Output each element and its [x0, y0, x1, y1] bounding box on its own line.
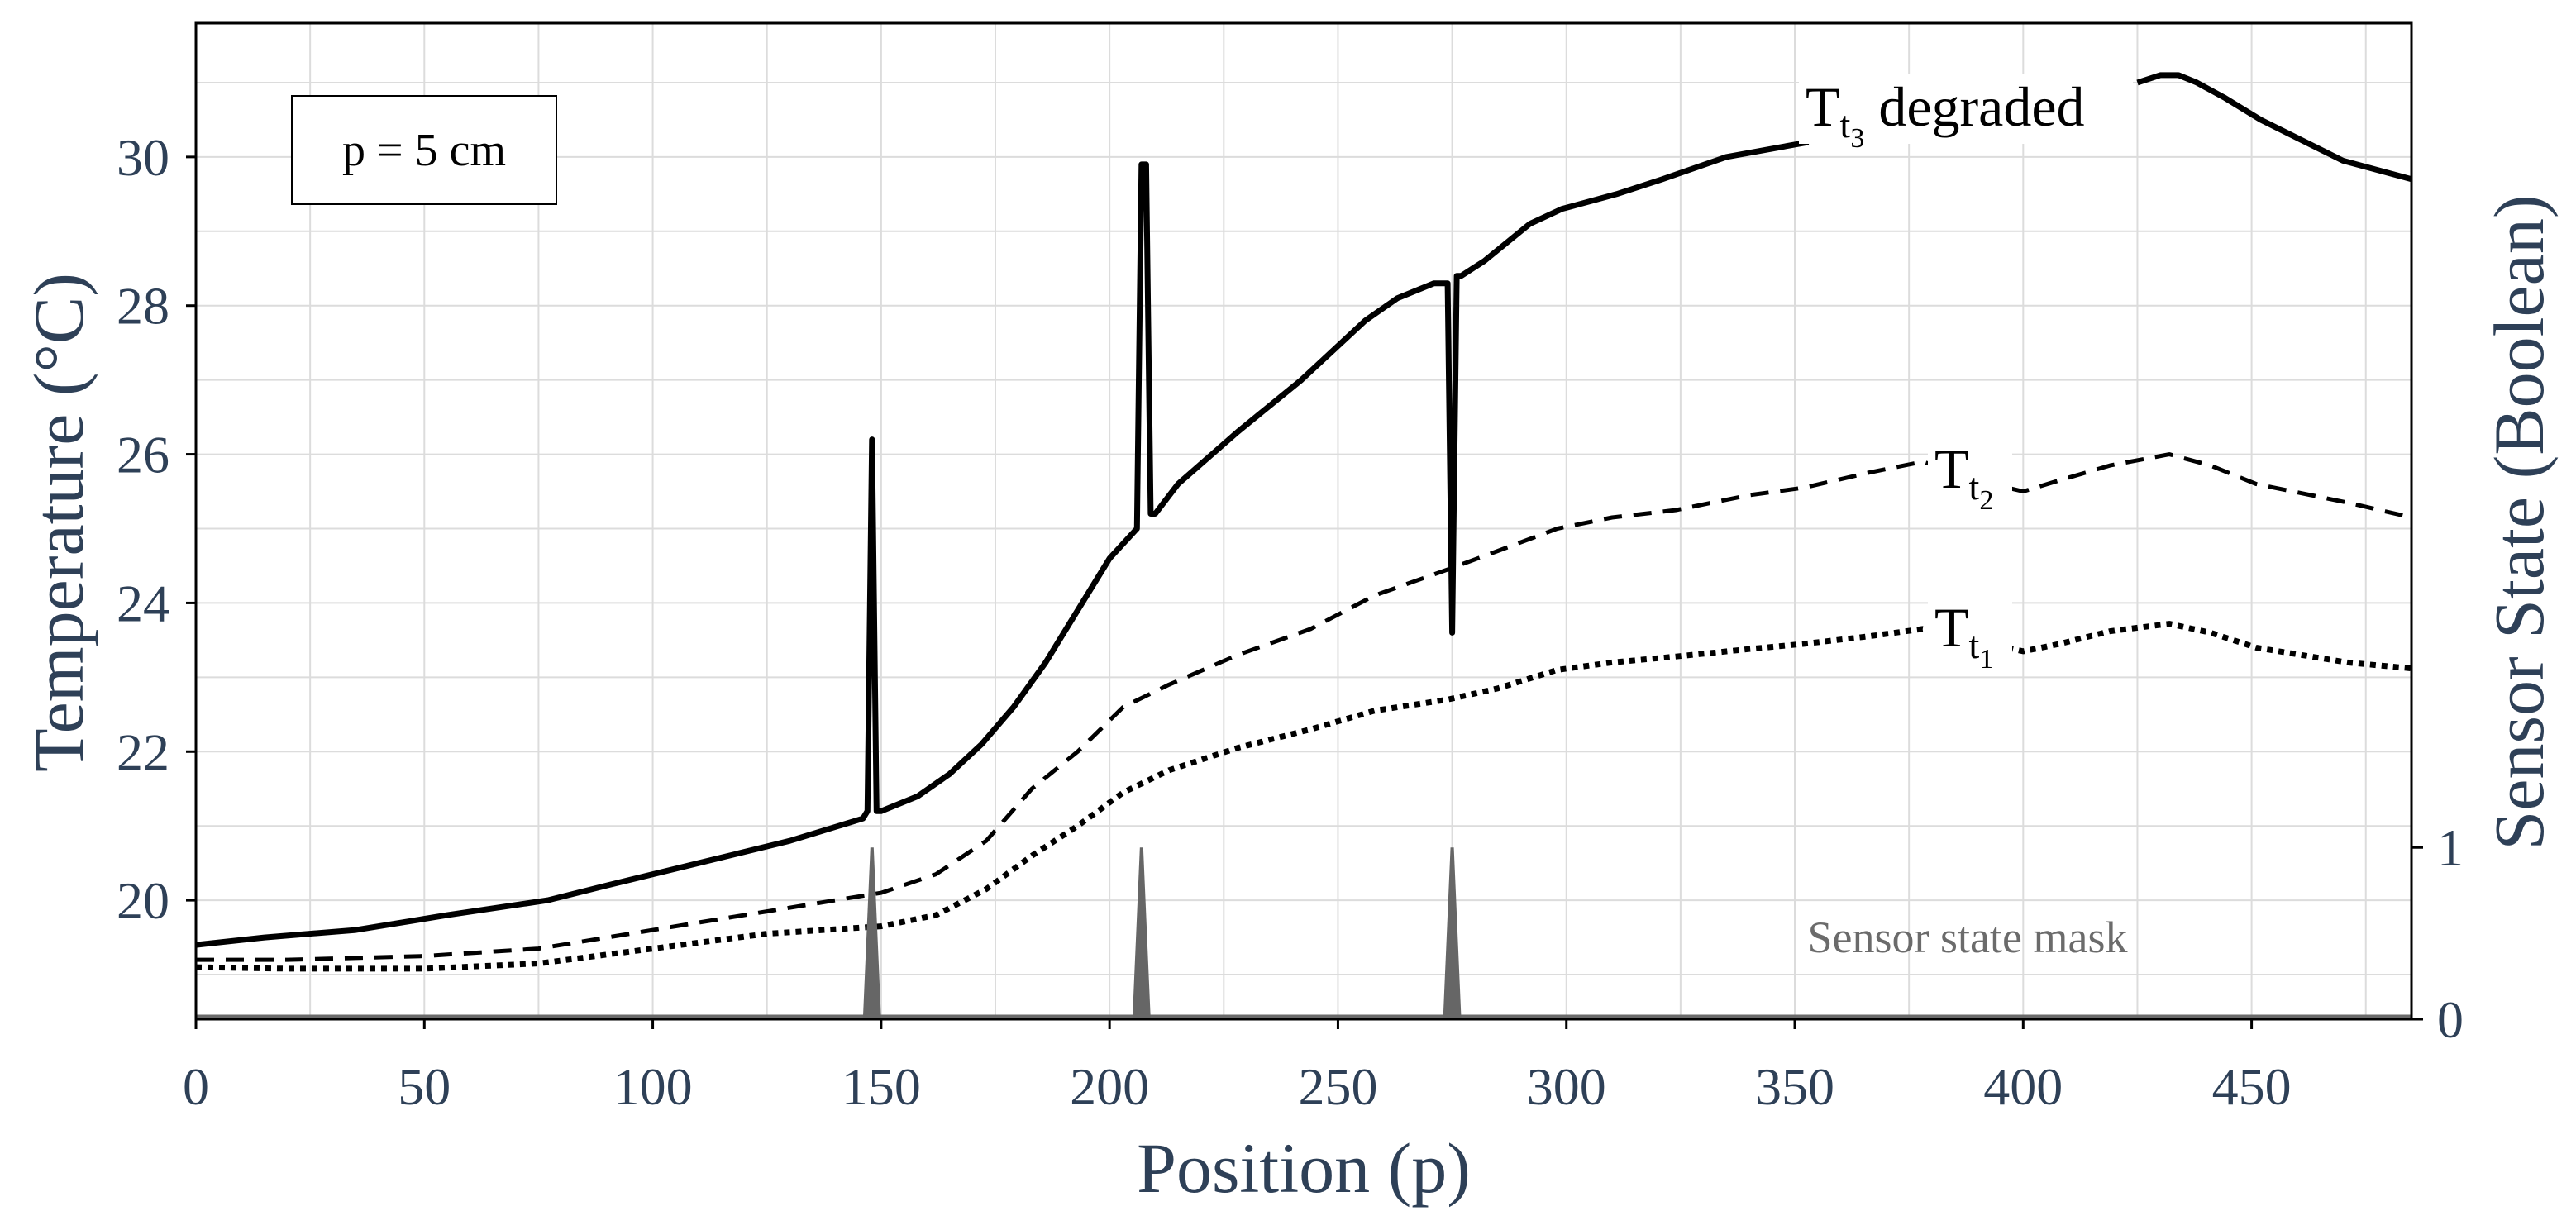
series-label-t1: Tt1 [1934, 596, 1993, 675]
x-tick-label: 250 [1298, 1057, 1377, 1116]
series-line-2 [196, 452, 2412, 962]
mask-label: Sensor state mask [1808, 913, 2128, 962]
annotation-box [291, 95, 557, 205]
series-line-3 [195, 621, 2412, 972]
series-layer [195, 72, 2412, 1019]
x-tick-label: 200 [1070, 1057, 1149, 1116]
annotation-box-label: p = 5 cm [342, 125, 506, 176]
mask-spike [862, 847, 881, 1019]
x-tick-label: 300 [1527, 1057, 1606, 1116]
mask-spike [1132, 847, 1151, 1019]
x-tick-label: 150 [842, 1057, 921, 1116]
series-label-t1-bg [1928, 595, 2012, 665]
y-tick-label: 22 [117, 722, 169, 781]
x-tick-label: 50 [398, 1057, 451, 1116]
y-tick-label: 20 [117, 871, 169, 930]
x-tick-label: 100 [613, 1057, 693, 1116]
y-axis-title: Temperature (°C) [19, 273, 98, 772]
series-label-t3: Tt3 degraded [1806, 75, 2085, 154]
x-tick-label: 400 [1983, 1057, 2063, 1116]
y-tick-label: 30 [117, 128, 169, 187]
y2-axis-title: Sensor State (Boolean) [2479, 195, 2559, 851]
labels-layer: Tt3 degraded Tt2 Tt1 [1799, 74, 2133, 675]
series-line-0 [195, 139, 1810, 948]
y2-tick-label: 1 [2437, 818, 2464, 877]
plot-frame [194, 21, 2413, 1021]
x-tick-label: 0 [183, 1057, 209, 1116]
x-tick-label: 350 [1755, 1057, 1834, 1116]
mask-spike [1443, 847, 1462, 1019]
y-tick-label: 24 [117, 574, 169, 632]
series-label-t2: Tt2 [1934, 437, 1993, 516]
series-line-1 [2136, 72, 2412, 183]
x-tick-label: 450 [2212, 1057, 2292, 1116]
x-axis-title: Position (p) [1137, 1128, 1471, 1208]
ticks-layer: 0 50 100 150 200 250 300 350 400 4502022242628300… [117, 128, 2464, 1116]
series-label-t3-bg [1799, 74, 2133, 144]
y-tick-label: 28 [117, 277, 169, 336]
y-tick-label: 26 [117, 426, 169, 484]
series-label-t2-bg [1928, 436, 2012, 506]
y2-tick-label: 0 [2437, 990, 2464, 1049]
grid [195, 23, 2411, 1019]
